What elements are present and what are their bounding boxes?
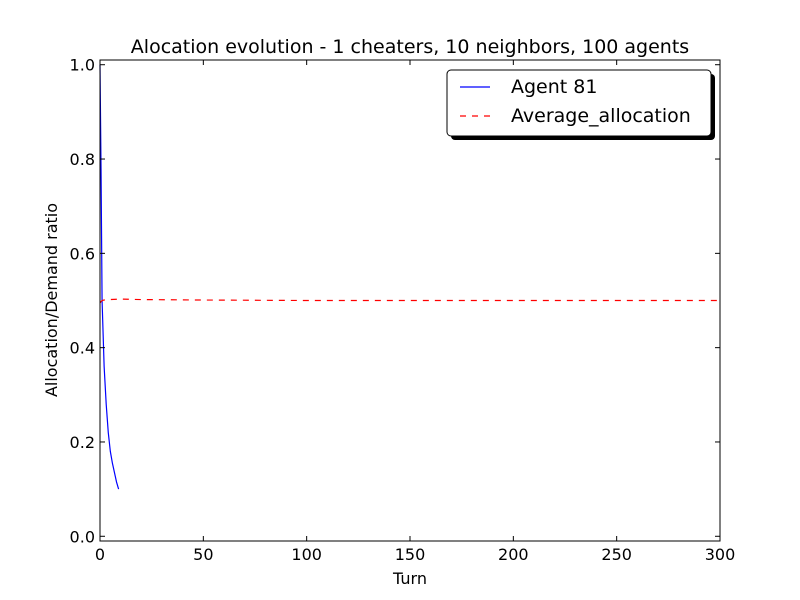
y-tick-label: 1.0 [70,56,95,75]
y-tick-label: 0.0 [70,527,95,546]
plot-area: 0 50 100 150 200 250 300 0.0 0.2 0.4 0.6 0.8 1.0 [70,56,736,564]
x-tick-label: 0 [95,545,105,564]
y-tick-label: 0.2 [70,433,95,452]
legend-box [446,69,712,137]
y-axis-label: Allocation/Demand ratio [42,203,61,397]
legend-label-agent-81: Agent 81 [511,76,597,98]
x-tick-label: 250 [601,545,632,564]
series-layer [99,64,720,490]
legend: Agent 81 Average_allocation [446,69,715,140]
x-axis-label: Turn [392,569,427,588]
x-tick-label: 150 [395,545,426,564]
chart-title: Alocation evolution - 1 cheaters, 10 nei… [131,36,689,58]
legend-label-average-allocation: Average_allocation [511,105,691,127]
ticks-layer: 0 50 100 150 200 250 300 0.0 0.2 0.4 0.6 0.8 1.0 [70,56,736,564]
x-tick-label: 50 [193,545,213,564]
x-tick-label: 100 [291,545,322,564]
x-tick-label: 300 [705,545,736,564]
series-line-agent-81 [99,64,120,490]
x-tick-label: 200 [498,545,529,564]
y-tick-label: 0.6 [70,244,95,263]
series-line-average-allocation [99,298,720,304]
y-tick-label: 0.8 [70,150,95,169]
y-tick-label: 0.4 [70,339,95,358]
